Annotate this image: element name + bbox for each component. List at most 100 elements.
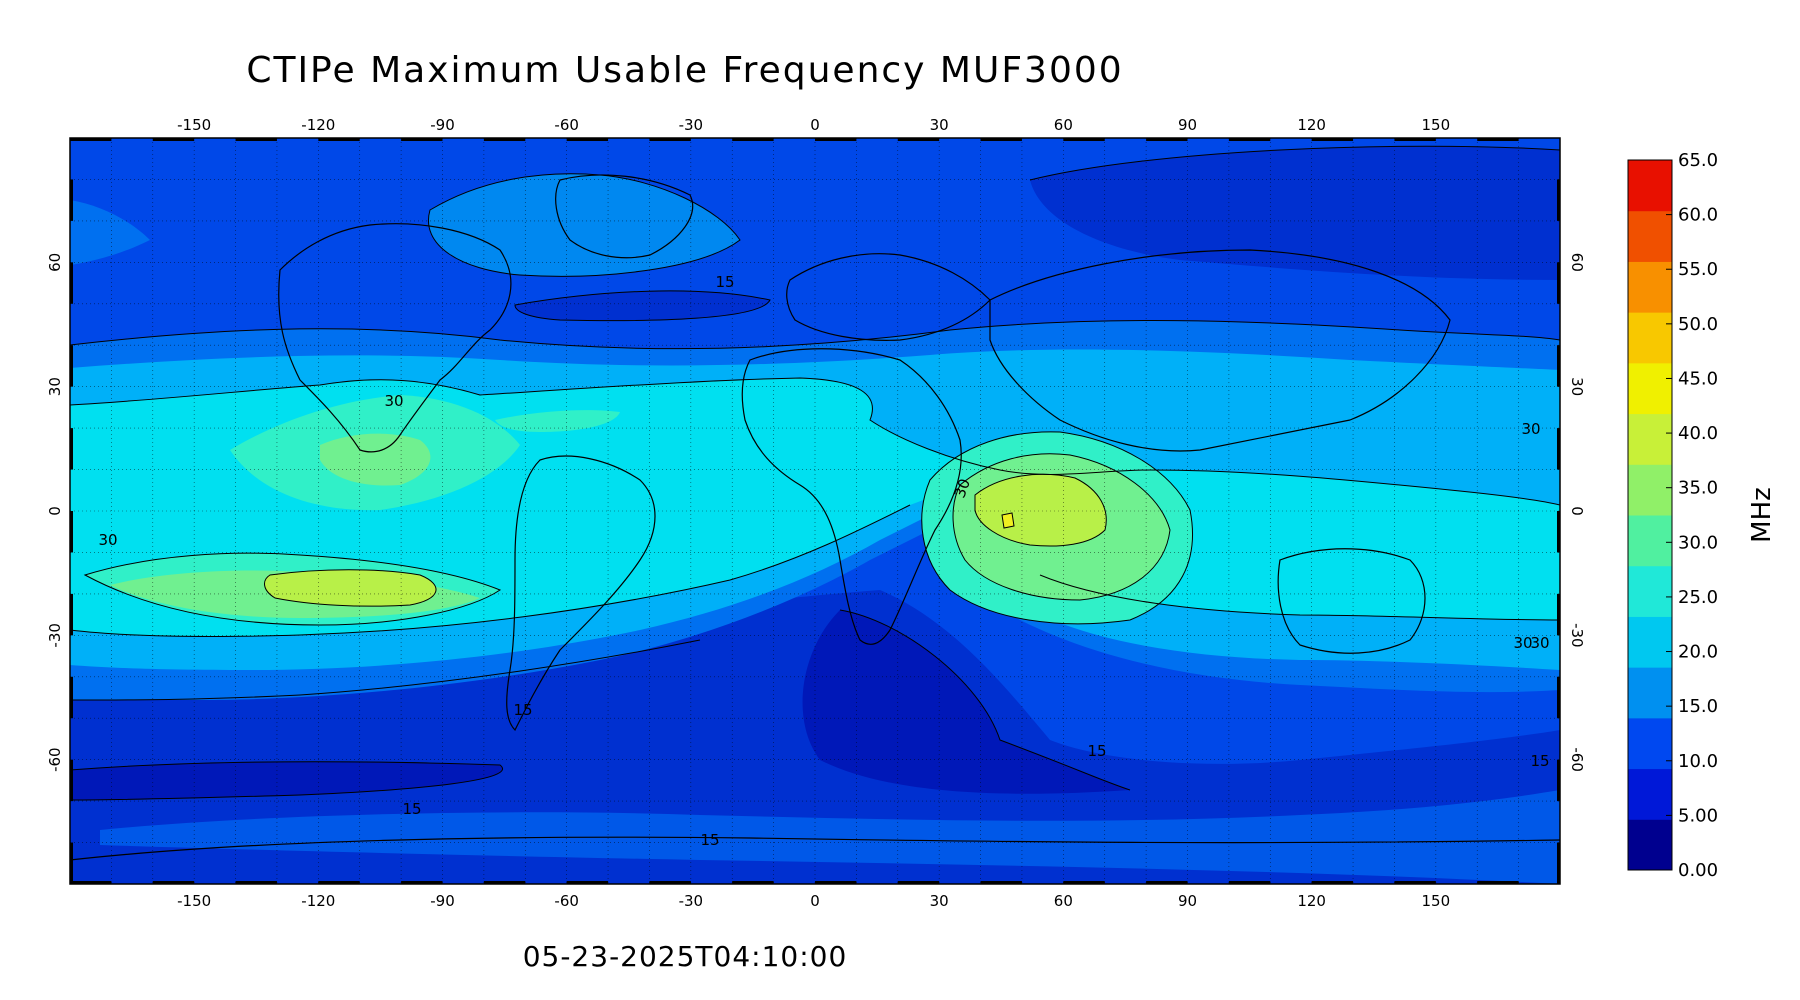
longitude-tick-label: -60 [554, 892, 579, 910]
frame-tick [897, 138, 940, 141]
contour-label: 15 [513, 701, 532, 719]
longitude-tick-label: -90 [430, 892, 455, 910]
graticule-grid [70, 138, 1560, 884]
frame-tick [235, 138, 277, 141]
frame-tick [1228, 138, 1271, 141]
frame-tick [1557, 676, 1560, 719]
frame-tick [152, 138, 195, 141]
frame-tick [1557, 511, 1560, 553]
frame-tick [70, 262, 73, 304]
north-america-outline [278, 223, 512, 453]
colorbar-segment [1628, 312, 1672, 364]
chart-title: CTIPe Maximum Usable Frequency MUF3000 [246, 50, 1124, 91]
greenland-outline [555, 174, 694, 259]
colorbar-tick-label: 65.0 [1678, 150, 1718, 171]
frame-tick [897, 881, 940, 884]
band-30-35-caribbean [495, 410, 620, 432]
colorbar: 65.0 60.0 55.0 50.0 45.0 40.0 35.0 30.0 25.0 20.0… [1627, 150, 1718, 881]
colorbar-tick-label: 30.0 [1678, 532, 1718, 553]
asia-outline [989, 249, 1451, 452]
australia-outline [1277, 548, 1426, 654]
contour-line [952, 453, 1171, 601]
latitude-tick-label: -60 [1568, 747, 1586, 772]
contour-line [1001, 512, 1015, 529]
longitude-tick-label: -30 [679, 116, 704, 134]
frame-tick [70, 759, 73, 802]
latitude-tick-label: 60 [46, 253, 64, 272]
contour-line [70, 377, 1560, 506]
frame-tick [70, 428, 73, 470]
colorbar-tick-label: 40.0 [1678, 423, 1718, 444]
band-north-atlantic-dark [515, 290, 770, 321]
band-45-50-indian [1002, 513, 1014, 528]
frame-tick [1146, 138, 1188, 141]
longitude-tick-label: 150 [1422, 116, 1451, 134]
colorbar-unit-label: MHz [1747, 487, 1777, 543]
contour-label: 30 [384, 392, 403, 410]
colorbar-segment [1628, 261, 1672, 313]
latitude-labels-right: 60 30 0 -30 -60 [1568, 253, 1586, 772]
longitude-tick-label: 30 [930, 116, 949, 134]
contour-label: 15 [1530, 752, 1549, 770]
frame-tick [649, 138, 691, 141]
frame-tick [1063, 881, 1105, 884]
frame-tick [1557, 179, 1560, 221]
latitude-tick-label: -30 [46, 623, 64, 648]
longitude-tick-label: 150 [1422, 892, 1451, 910]
colorbar-segment [1628, 413, 1672, 465]
colorbar-segment [1628, 210, 1672, 262]
contour-line [70, 504, 911, 637]
longitude-tick-label: -60 [554, 116, 579, 134]
coastlines [70, 174, 1560, 861]
contour-label: 15 [700, 831, 719, 849]
latitude-tick-label: -30 [1568, 623, 1586, 648]
contour-line [83, 552, 502, 626]
frame-tick [1557, 842, 1560, 884]
frame-tick [483, 138, 526, 141]
latitude-tick-label: 0 [1568, 506, 1586, 516]
longitude-tick-label: -150 [177, 116, 211, 134]
contour-line [921, 431, 1193, 625]
latitude-tick-label: 30 [1568, 377, 1586, 396]
colorbar-tick-label: 45.0 [1678, 368, 1718, 389]
contour-label: 30 [98, 531, 117, 549]
frame-tick [1557, 262, 1560, 304]
longitude-labels-bottom: -150 -120 -90 -60 -30 0 30 60 90 120 150 [177, 892, 1450, 910]
longitude-tick-label: -30 [679, 892, 704, 910]
frame-tick [815, 881, 857, 884]
europe-outline [786, 253, 991, 341]
frame-tick [1557, 759, 1560, 802]
colorbar-segment [1628, 565, 1672, 617]
frame-tick [732, 138, 774, 141]
contour-line [1029, 145, 1560, 181]
frame-tick [318, 881, 360, 884]
frame-tick [70, 881, 112, 884]
longitude-tick-label: -90 [430, 116, 455, 134]
colorbar-tick-label: 0.00 [1678, 860, 1718, 881]
latitude-labels-left: 60 30 0 -30 -60 [46, 253, 64, 772]
band-greenland [428, 173, 740, 277]
longitude-tick-label: 60 [1054, 892, 1073, 910]
contour-line [514, 290, 771, 322]
contour-label: 15 [402, 800, 421, 818]
colorbar-segment [1628, 667, 1672, 719]
latitude-tick-label: 0 [46, 506, 64, 516]
longitude-tick-label: -120 [301, 116, 335, 134]
frame-tick [70, 593, 73, 636]
frame-tick [70, 676, 73, 719]
contour-label: 15 [715, 273, 734, 291]
contour-line [1039, 574, 1560, 621]
frame-tick [1146, 881, 1188, 884]
latitude-tick-label: 60 [1568, 253, 1586, 272]
contour-line [70, 639, 701, 701]
band-pacific-nw [70, 200, 150, 265]
band-35-40-central [320, 433, 431, 486]
colorbar-segment [1628, 515, 1672, 567]
frame-ticks [70, 138, 1560, 884]
latitude-tick-label: 30 [46, 377, 64, 396]
frame-tick [1477, 138, 1519, 141]
frame-tick [815, 138, 857, 141]
frame-tick [70, 138, 112, 141]
latitude-tick-label: -60 [46, 747, 64, 772]
